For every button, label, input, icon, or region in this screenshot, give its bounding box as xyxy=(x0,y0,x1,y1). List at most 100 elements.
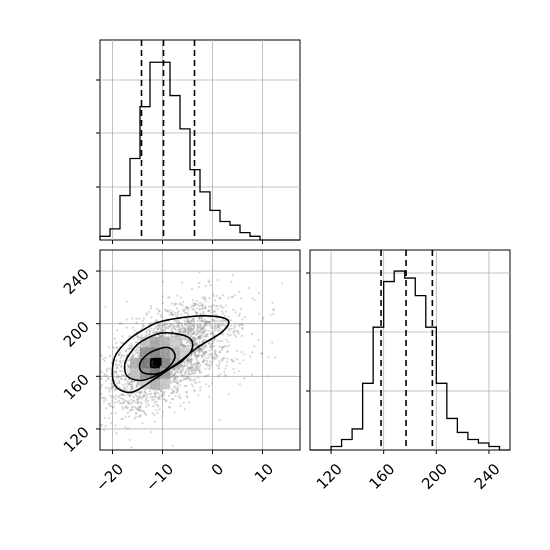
scatter-point xyxy=(204,350,207,353)
scatter-point xyxy=(207,342,210,345)
scatter-point xyxy=(113,401,116,404)
scatter-point xyxy=(136,408,140,411)
scatter-point xyxy=(116,367,119,370)
scatter-point xyxy=(220,319,223,322)
scatter-point xyxy=(117,353,120,356)
scatter-point xyxy=(164,328,167,331)
scatter-point xyxy=(185,342,188,345)
scatter-point xyxy=(103,397,106,400)
hist-y-xtick-label: 200 xyxy=(418,460,451,493)
scatter-point xyxy=(142,395,145,398)
density-cell xyxy=(160,368,170,379)
scatter-point xyxy=(190,320,193,323)
scatter-point xyxy=(205,363,208,366)
scatter-point xyxy=(128,381,131,384)
scatter-point xyxy=(110,386,113,389)
scatter-point xyxy=(202,329,205,332)
scatter-point xyxy=(209,311,213,314)
scatter-point xyxy=(157,405,160,408)
scatter-point xyxy=(137,355,140,359)
hist-y-panel: 120 160 200 240 xyxy=(306,249,511,493)
scatter-point xyxy=(190,334,193,337)
scatter-point xyxy=(193,330,196,333)
scatter-point xyxy=(221,333,224,336)
scatter-point xyxy=(131,406,134,409)
scatter-point xyxy=(136,336,139,339)
scatter-point xyxy=(136,398,139,401)
hist-x-grid xyxy=(112,40,263,244)
scatter-point xyxy=(197,362,200,365)
scatter-point xyxy=(204,351,207,354)
scatter-point xyxy=(223,357,226,360)
scatter-point xyxy=(143,412,146,415)
scatter-point xyxy=(143,412,146,415)
scatter-point xyxy=(175,302,178,306)
scatter-point xyxy=(217,367,221,370)
scatter-point xyxy=(114,424,117,427)
scatter-point xyxy=(209,320,212,323)
scatter-point xyxy=(213,322,216,326)
scatter-point xyxy=(181,327,184,330)
scatter-point xyxy=(125,326,129,329)
joint-ytick-label: 160 xyxy=(60,370,93,403)
scatter-point xyxy=(155,409,158,412)
scatter-point xyxy=(131,401,134,405)
scatter-point xyxy=(136,381,139,384)
scatter-point xyxy=(215,354,218,357)
scatter-point xyxy=(177,328,180,331)
scatter-point xyxy=(211,345,214,348)
scatter-point xyxy=(119,351,122,354)
scatter-point xyxy=(173,390,176,393)
scatter-point xyxy=(193,351,196,354)
scatter-point xyxy=(176,386,179,389)
scatter-point xyxy=(194,354,197,357)
scatter-point xyxy=(220,348,223,351)
scatter-point xyxy=(185,306,188,309)
scatter-point xyxy=(200,327,203,330)
scatter-point xyxy=(210,318,214,321)
scatter-point xyxy=(198,317,201,320)
scatter-point xyxy=(186,373,189,376)
scatter-point xyxy=(167,394,170,397)
scatter-point xyxy=(115,341,118,344)
scatter-point xyxy=(192,336,195,339)
joint-xtick-label: −20 xyxy=(92,460,127,495)
scatter-point xyxy=(192,339,195,342)
scatter-point xyxy=(190,352,193,355)
scatter-point xyxy=(150,316,153,319)
scatter-point xyxy=(195,349,198,352)
scatter-point xyxy=(217,365,220,368)
scatter-point xyxy=(201,350,205,353)
scatter-point xyxy=(136,382,139,385)
scatter-point xyxy=(233,333,236,336)
scatter-point xyxy=(201,360,204,364)
scatter-point xyxy=(105,367,108,370)
scatter-point xyxy=(138,394,142,397)
scatter-point xyxy=(184,327,187,330)
scatter-point xyxy=(143,391,146,394)
scatter-point xyxy=(203,346,206,349)
scatter-point xyxy=(122,400,125,403)
scatter-point xyxy=(104,386,108,389)
scatter-point xyxy=(168,325,171,328)
scatter-point xyxy=(233,325,236,328)
scatter-point xyxy=(139,415,142,418)
scatter-point xyxy=(147,310,150,314)
scatter-point xyxy=(195,338,198,341)
scatter-point xyxy=(191,366,194,370)
scatter-point xyxy=(222,324,225,327)
scatter-point xyxy=(185,377,189,381)
scatter-point xyxy=(136,352,139,355)
scatter-point xyxy=(115,432,118,435)
scatter-point xyxy=(181,365,184,368)
scatter-point xyxy=(136,334,139,337)
scatter-point xyxy=(187,360,190,364)
scatter-point xyxy=(184,330,187,333)
scatter-point xyxy=(145,398,148,401)
scatter-point xyxy=(194,341,197,344)
scatter-point xyxy=(157,312,160,315)
scatter-point xyxy=(128,335,131,338)
scatter-point xyxy=(123,378,127,381)
scatter-point xyxy=(182,374,185,377)
scatter-point xyxy=(138,409,141,412)
